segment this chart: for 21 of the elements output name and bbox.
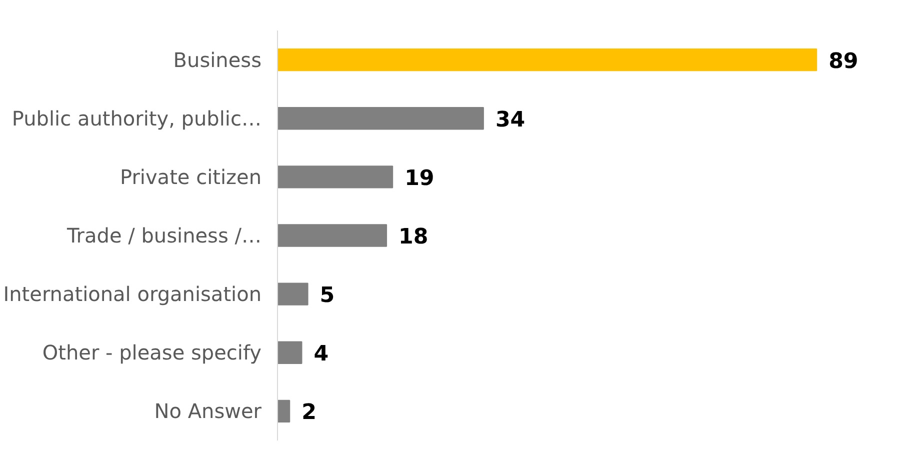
data-label: 34 (495, 107, 526, 132)
data-label: 89 (828, 48, 858, 74)
bar (278, 48, 818, 72)
bar (278, 166, 394, 188)
data-label: 18 (398, 224, 428, 250)
y-tick-label: Trade / business /… (66, 224, 262, 248)
bar (278, 341, 302, 364)
data-label: 19 (404, 166, 434, 191)
y-tick-label: No Answer (154, 399, 262, 424)
data-label: 5 (320, 283, 335, 308)
bar (278, 224, 388, 247)
data-label: 2 (302, 400, 316, 426)
y-tick-label: Business (173, 48, 262, 72)
bar (278, 282, 308, 306)
y-tick-label: Public authority, public… (12, 106, 262, 130)
y-tick-label: Private citizen (120, 164, 262, 189)
bar (278, 107, 484, 130)
bar (278, 400, 290, 423)
y-tick-label: International organisation (3, 282, 262, 306)
data-label: 4 (314, 342, 329, 367)
y-tick-label: Other - please specify (42, 340, 262, 365)
